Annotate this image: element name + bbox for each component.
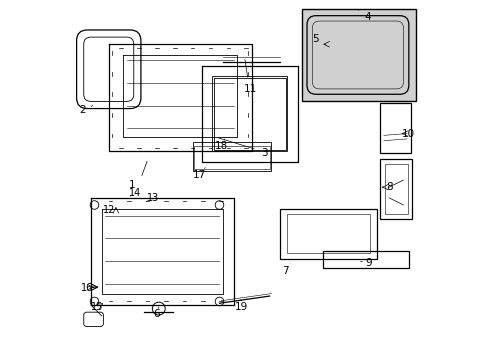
Text: 18: 18	[214, 141, 227, 151]
Text: 15: 15	[91, 302, 103, 312]
Bar	[212, 76, 287, 152]
Bar	[301, 9, 415, 102]
Bar	[280, 208, 376, 258]
Text: 6: 6	[153, 309, 160, 319]
Text: 11: 11	[244, 84, 257, 94]
Text: 9: 9	[365, 258, 371, 268]
Bar	[214, 78, 285, 150]
Text: 17: 17	[193, 170, 206, 180]
Text: 7: 7	[282, 266, 288, 276]
Text: 13: 13	[147, 193, 159, 203]
Bar	[192, 143, 271, 171]
Bar	[323, 251, 408, 267]
Text: 16: 16	[81, 283, 93, 293]
Bar	[384, 164, 407, 214]
Text: 8: 8	[385, 182, 392, 192]
Text: 5: 5	[312, 34, 319, 44]
Text: 4: 4	[364, 13, 370, 22]
Bar	[380, 103, 410, 153]
Text: 19: 19	[235, 302, 248, 312]
Bar	[287, 214, 369, 253]
Text: 14: 14	[129, 188, 142, 198]
Text: 2: 2	[80, 105, 86, 115]
Text: 1: 1	[128, 180, 135, 190]
Bar	[380, 158, 411, 219]
Bar	[194, 146, 269, 169]
Text: 10: 10	[402, 129, 414, 139]
Text: 3: 3	[260, 148, 267, 158]
Text: 12: 12	[103, 205, 116, 215]
